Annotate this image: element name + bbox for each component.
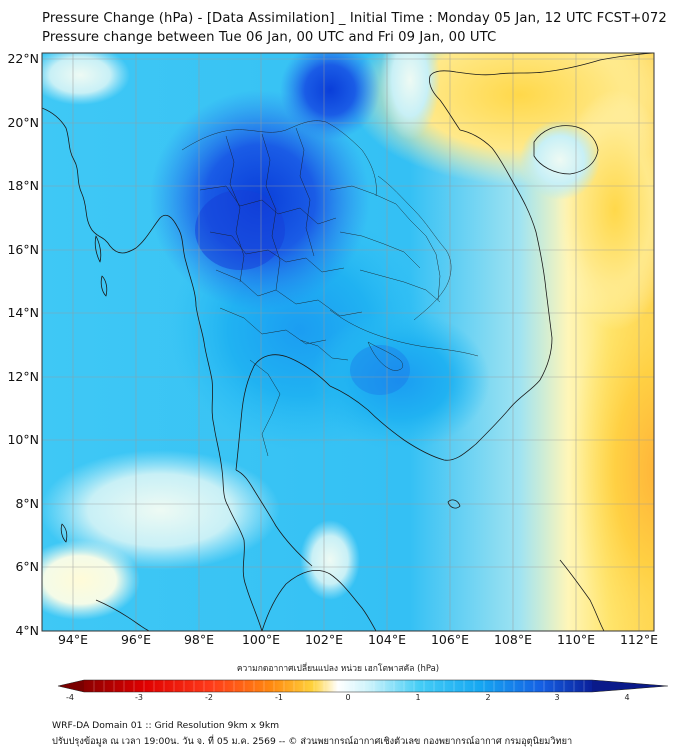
lat-label-12n: 12°N (7, 369, 39, 384)
colorbar-title: ความกดอากาศเปลี่ยนแปลง หน่วย เฮกโตพาสคัล… (236, 664, 440, 674)
colorbar-tick-neg4: -4 (66, 693, 74, 702)
lat-label-14n: 14°N (7, 305, 39, 320)
lon-label-108e: 108°E (494, 632, 532, 647)
lat-axis: 22°N 20°N 18°N 16°N 14°N 12°N 10°N 8°N 6… (7, 51, 39, 638)
lon-label-104e: 104°E (368, 632, 406, 647)
colorbar-tick-neg3: -3 (135, 693, 143, 702)
pressure-field (42, 53, 654, 631)
lon-label-110e: 110°E (557, 632, 595, 647)
map-frame (41, 52, 655, 632)
colorbar-ticks: -4 -3 -2 -1 0 1 2 3 4 (66, 693, 630, 702)
admin-borders (181, 120, 479, 457)
map-title-line2: Pressure change between Tue 06 Jan, 00 U… (42, 30, 497, 45)
lon-axis: 94°E 96°E 98°E 100°E 102°E 104°E 106°E 1… (58, 632, 658, 647)
lat-label-16n: 16°N (7, 242, 39, 257)
graticule (42, 53, 654, 631)
lon-label-100e: 100°E (242, 632, 280, 647)
lon-label-102e: 102°E (305, 632, 343, 647)
colorbar (57, 679, 669, 693)
footer-update-credit: ปรับปรุงข้อมูล ณ เวลา 19:00น. วัน จ. ที่… (52, 736, 573, 747)
lat-label-6n: 6°N (15, 559, 39, 574)
colorbar-tick-2: 2 (485, 693, 490, 702)
colorbar-tick-neg1: -1 (275, 693, 283, 702)
lat-label-10n: 10°N (7, 432, 39, 447)
lat-label-4n: 4°N (15, 623, 39, 638)
colorbar-tick-neg2: -2 (205, 693, 213, 702)
lon-label-106e: 106°E (431, 632, 469, 647)
colorbar-tick-4: 4 (624, 693, 629, 702)
lat-label-20n: 20°N (7, 115, 39, 130)
lon-label-94e: 94°E (58, 632, 88, 647)
map-title-line1: Pressure Change (hPa) - [Data Assimilati… (42, 11, 667, 26)
colorbar-tick-0: 0 (345, 693, 350, 702)
lat-label-22n: 22°N (7, 51, 39, 66)
lat-label-18n: 18°N (7, 178, 39, 193)
colorbar-tick-1: 1 (415, 693, 420, 702)
colorbar-tick-3: 3 (554, 693, 559, 702)
lon-label-96e: 96°E (121, 632, 151, 647)
footer-model-info: WRF-DA Domain 01 :: Grid Resolution 9km … (52, 720, 280, 731)
lon-label-98e: 98°E (184, 632, 214, 647)
lat-label-8n: 8°N (15, 496, 39, 511)
coastlines (42, 53, 654, 631)
lon-label-112e: 112°E (620, 632, 658, 647)
